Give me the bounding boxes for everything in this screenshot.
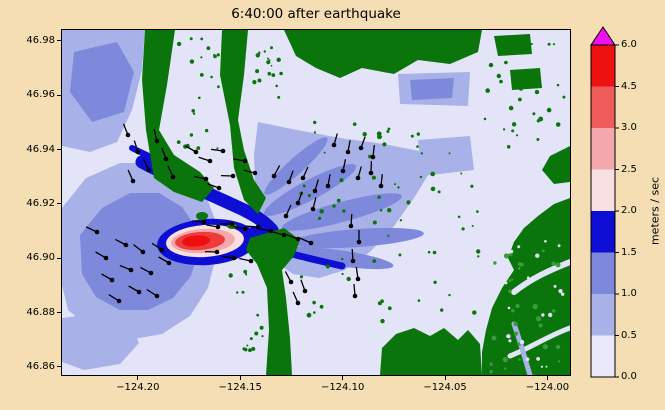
colorbar-tick-label: 1.0 — [621, 288, 637, 299]
colorbar-tick-label: 4.5 — [621, 80, 637, 92]
colorbar-tick-label: 0.5 — [621, 329, 637, 341]
y-tick-mark — [57, 366, 61, 368]
colorbar-gradient — [590, 26, 619, 378]
colorbar-tick-label: 2.0 — [621, 205, 637, 216]
x-tick-mark — [342, 376, 344, 380]
colorbar-tick-label: 3.0 — [621, 122, 637, 133]
colorbar-tick-label: 6.0 — [621, 39, 637, 50]
x-tick-label: −124.15 — [218, 382, 262, 393]
y-tick-mark — [57, 257, 61, 259]
x-tick-mark — [137, 376, 139, 380]
colorbar-tick-label: 1.5 — [621, 246, 637, 258]
x-tick-mark — [546, 376, 548, 380]
colorbar-tick-label: 2.5 — [621, 163, 637, 175]
map-plot-area — [61, 29, 571, 376]
y-tick-label: 46.92 — [26, 197, 55, 209]
y-tick-label: 46.98 — [26, 34, 55, 46]
chart-title: 6:40:00 after earthquake — [231, 6, 401, 22]
y-tick-label: 46.86 — [26, 360, 55, 372]
y-tick-mark — [57, 40, 61, 42]
y-tick-mark — [57, 203, 61, 205]
x-tick-label: −124.10 — [320, 382, 365, 393]
colorbar-tick-label: 0.0 — [621, 371, 637, 382]
y-tick-mark — [57, 94, 61, 96]
y-tick-label: 46.94 — [26, 143, 55, 155]
y-tick-mark — [57, 149, 61, 151]
x-tick-mark — [239, 376, 241, 380]
x-tick-mark — [444, 376, 446, 380]
y-tick-label: 46.88 — [26, 306, 55, 318]
x-tick-label: −124.00 — [525, 382, 570, 393]
x-tick-label: −124.20 — [116, 382, 160, 393]
y-tick-mark — [57, 312, 61, 314]
y-tick-label: 46.96 — [26, 89, 55, 101]
x-tick-label: −124.05 — [423, 382, 467, 393]
colorbar — [590, 26, 620, 382]
velocity-heatmap — [62, 30, 570, 375]
y-tick-label: 46.90 — [26, 252, 55, 264]
colorbar-axis-label: meters / sec — [648, 176, 662, 246]
